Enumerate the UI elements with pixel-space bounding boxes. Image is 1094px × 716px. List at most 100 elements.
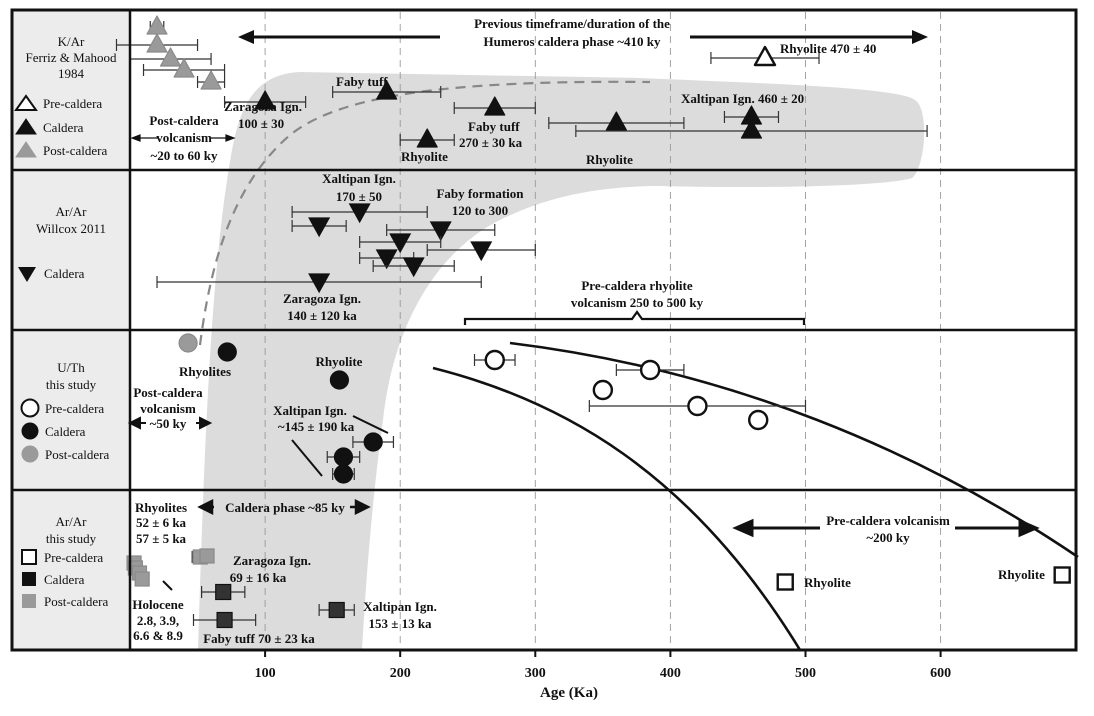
triangle-up-marker bbox=[146, 33, 168, 53]
triangle-up-marker bbox=[416, 128, 438, 148]
annotation: Holocene bbox=[132, 597, 183, 612]
legend-label: Caldera bbox=[44, 266, 85, 281]
x-tick-label: 200 bbox=[390, 666, 411, 681]
triangle-down-marker bbox=[402, 257, 425, 278]
annotation: Zaragoza Ign. bbox=[283, 291, 361, 306]
triangle-up-marker bbox=[605, 111, 627, 131]
legend-circle-icon bbox=[21, 445, 39, 463]
x-tick-label: 500 bbox=[795, 666, 816, 681]
annotation: 6.6 & 8.9 bbox=[133, 628, 183, 643]
square-marker bbox=[1053, 566, 1071, 584]
legend-label: Caldera bbox=[45, 424, 86, 439]
annotation: Xaltipan Ign. 460 ± 20 bbox=[681, 91, 804, 106]
annotation: Xaltipan Ign. bbox=[273, 403, 347, 418]
triangle-up-marker bbox=[200, 70, 222, 90]
annotation: Xaltipan Ign. bbox=[322, 171, 396, 186]
post-caldera-50ky-arrow bbox=[127, 416, 213, 430]
triangle-up-marker bbox=[484, 96, 506, 116]
square-marker bbox=[776, 573, 794, 591]
circle-marker bbox=[333, 447, 354, 467]
annotation: Rhyolite bbox=[316, 354, 363, 369]
post-caldera-trend-curve bbox=[198, 80, 651, 346]
previous-timeframe-arrow bbox=[238, 30, 928, 44]
legend-circle-icon bbox=[21, 422, 39, 440]
x-tick-label: 600 bbox=[930, 666, 951, 681]
legend-triangle-icon bbox=[14, 94, 38, 111]
triangle-down-marker bbox=[429, 221, 452, 242]
legend: Pre-caldera Caldera Post-caldera bbox=[14, 94, 107, 158]
annotation: Rhyolites bbox=[179, 364, 231, 379]
circle-marker bbox=[333, 464, 354, 484]
annotation: Post-caldera bbox=[133, 385, 203, 400]
data-marks bbox=[115, 15, 1071, 629]
triangle-up-marker bbox=[376, 80, 398, 100]
annotation: Rhyolite bbox=[586, 152, 633, 167]
triangle-up-marker bbox=[173, 58, 195, 78]
legend-square-icon bbox=[21, 549, 37, 565]
annotation: Zaragoza Ign. bbox=[224, 99, 302, 114]
legend-label: Caldera bbox=[43, 120, 84, 135]
annotation: Rhyolites bbox=[135, 500, 187, 515]
annotation: 52 ± 6 ka bbox=[136, 515, 187, 530]
legend-label: Pre-caldera bbox=[45, 401, 104, 416]
annotation: 153 ± 13 ka bbox=[368, 616, 432, 631]
caldera-phase-arrow bbox=[197, 498, 371, 516]
circle-marker bbox=[217, 342, 237, 362]
legend-label: Post-caldera bbox=[44, 594, 108, 609]
circle-marker bbox=[178, 333, 198, 353]
panel-title-line: K/Ar bbox=[58, 34, 85, 49]
panel-title-line: Ferriz & Mahood bbox=[26, 50, 117, 65]
circle-marker bbox=[484, 349, 505, 371]
annotation: Pre-caldera volcanism bbox=[826, 513, 950, 528]
legend-label: Pre-caldera bbox=[44, 550, 103, 565]
frame bbox=[10, 8, 1078, 652]
circle-marker bbox=[687, 395, 708, 417]
square-marker bbox=[328, 601, 345, 619]
triangle-up-marker bbox=[254, 90, 276, 110]
annotation: Rhyolite 470 ± 40 bbox=[780, 41, 876, 56]
circle-marker bbox=[639, 359, 661, 381]
circle-marker bbox=[329, 370, 350, 390]
circle-marker bbox=[363, 432, 383, 452]
panel-title-line: Willcox 2011 bbox=[36, 221, 106, 236]
panel-title-line: this study bbox=[46, 377, 97, 392]
annotation: 100 ± 30 bbox=[238, 116, 284, 131]
pre-caldera-200ky-arrow bbox=[732, 518, 1040, 538]
triangle-down-marker bbox=[308, 273, 331, 294]
annotation: Humeros caldera phase ~410 ky bbox=[484, 34, 661, 49]
annotation: volcanism bbox=[156, 130, 212, 145]
annotation: 140 ± 120 ka bbox=[287, 308, 357, 323]
x-tick-label: 300 bbox=[525, 666, 546, 681]
triangle-down-marker bbox=[470, 241, 493, 262]
panel-title-line: this study bbox=[46, 531, 97, 546]
annotation: ~200 ky bbox=[866, 530, 910, 545]
square-marker bbox=[216, 611, 233, 629]
annotation: volcanism bbox=[140, 401, 196, 416]
annotation: 120 to 300 bbox=[452, 203, 508, 218]
annotation: Faby tuff 70 ± 23 ka bbox=[203, 631, 315, 646]
annotation: Rhyolite bbox=[401, 149, 448, 164]
annotation: 170 ± 50 bbox=[336, 189, 382, 204]
panel-title-line: 1984 bbox=[58, 66, 85, 81]
pre-caldera-brace bbox=[463, 310, 806, 325]
circle-marker bbox=[592, 379, 614, 401]
triangle-down-marker bbox=[348, 203, 371, 224]
annotation: Faby formation bbox=[436, 186, 524, 201]
pre-caldera-curve-inner bbox=[432, 366, 802, 651]
legend-triangle-icon bbox=[15, 141, 37, 158]
annotation: 57 ± 5 ka bbox=[136, 531, 187, 546]
annotation: Rhyolite bbox=[998, 567, 1045, 582]
triangle-down-marker bbox=[375, 249, 398, 270]
annotation: ~50 ky bbox=[150, 416, 187, 431]
legend-circle-icon bbox=[20, 398, 40, 418]
annotation: Caldera phase ~85 ky bbox=[225, 500, 345, 515]
x-tick-label: 400 bbox=[660, 666, 681, 681]
legend-square-icon bbox=[22, 572, 36, 586]
annotation: Xaltipan Ign. bbox=[363, 599, 437, 614]
legend-triangle-down-icon bbox=[18, 267, 36, 282]
annotation: ~145 ± 190 ka bbox=[278, 419, 355, 434]
annotation: Previous timeframe/duration of the bbox=[474, 16, 670, 31]
panel-arar-willcox: Ar/Ar Willcox 2011 Caldera bbox=[18, 204, 106, 282]
legend-square-icon bbox=[22, 594, 36, 608]
